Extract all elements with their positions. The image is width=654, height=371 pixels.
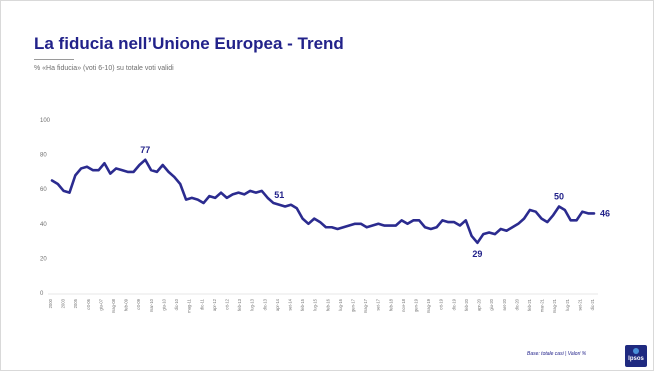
x-tick-label: ott-06 <box>86 298 91 309</box>
trend-series-line <box>50 158 596 245</box>
x-tick-label: dic-13 <box>262 298 267 310</box>
logo-text: Ipsos <box>628 356 644 362</box>
x-tick-label: feb-20 <box>464 298 469 311</box>
x-tick-label: dic-19 <box>451 298 456 310</box>
y-tick-label: 60 <box>40 187 47 193</box>
x-tick-label: ott-09 <box>136 298 141 309</box>
x-tick-label: gen-17 <box>351 298 356 312</box>
data-label: 51 <box>274 190 284 200</box>
x-tick-label: mag-17 <box>363 298 368 313</box>
x-tick-label: dic-11 <box>199 298 204 310</box>
data-label: 46 <box>600 208 610 218</box>
x-tick-label: dic-10 <box>174 298 179 310</box>
data-label: 77 <box>140 145 150 155</box>
y-tick-label: 80 <box>40 153 47 159</box>
x-tick-label: mar-10 <box>149 298 154 312</box>
x-tick-label: giu-20 <box>489 298 494 310</box>
data-label-layer: 77 51 29 50 46 <box>140 145 610 259</box>
x-tick-label: set-14 <box>287 298 292 310</box>
x-tick-label: feb-13 <box>237 298 242 311</box>
y-tick-label: 40 <box>40 222 47 228</box>
x-tick-label: feb-15 <box>300 298 305 311</box>
x-tick-label: lug-21 <box>565 298 570 310</box>
x-tick-label: nov-18 <box>401 298 406 311</box>
x-tick-label: 2000 <box>48 298 53 308</box>
x-axis: 2000 2003 2005 ott-06 giu-07 mag-08 feb-09 ott-… <box>48 298 595 313</box>
y-tick-label: 100 <box>40 118 51 124</box>
x-tick-label: feb-18 <box>388 298 393 311</box>
x-tick-label: feb-16 <box>325 298 330 311</box>
x-tick-label: lug-15 <box>313 298 318 310</box>
x-tick-label: giu-10 <box>161 298 166 310</box>
x-tick-label: set-17 <box>376 298 381 310</box>
x-tick-label: gen-19 <box>414 298 419 312</box>
y-axis: 0 20 40 60 80 100 <box>40 118 598 297</box>
x-tick-label: lug-16 <box>338 298 343 310</box>
base-note: Base: totale casi | Valori % <box>527 351 587 357</box>
x-tick-label: dic-21 <box>590 298 595 310</box>
series-layer <box>50 158 596 245</box>
x-tick-label: set-21 <box>577 298 582 310</box>
data-label: 29 <box>472 249 482 259</box>
x-tick-label: mag-11 <box>187 298 192 313</box>
x-tick-label: dic-20 <box>514 298 519 310</box>
x-tick-label: feb-21 <box>527 298 532 311</box>
x-tick-label: lug-13 <box>250 298 255 310</box>
x-tick-label: mag-21 <box>552 298 557 313</box>
chart-subtitle: % «Ha fiducia» (voti 6-10) su totale vot… <box>34 65 174 72</box>
y-tick-label: 0 <box>40 291 44 297</box>
x-tick-label: apr-12 <box>212 298 217 311</box>
x-tick-label: ott-19 <box>439 298 444 309</box>
x-tick-label: set-20 <box>502 298 507 310</box>
y-tick-label: 20 <box>40 256 47 262</box>
x-tick-label: 2005 <box>73 298 78 308</box>
title-divider <box>34 59 74 60</box>
logo-dot-icon <box>633 348 639 354</box>
x-tick-label: mar-21 <box>540 298 545 312</box>
x-tick-label: feb-09 <box>124 298 129 311</box>
x-tick-label: ott-12 <box>224 298 229 309</box>
x-tick-label: mag-08 <box>111 298 116 313</box>
ipsos-logo: Ipsos <box>625 345 647 367</box>
x-tick-label: giu-07 <box>98 298 103 310</box>
page-title: La fiducia nell’Unione Europea - Trend <box>34 34 344 53</box>
x-tick-label: apr-20 <box>477 298 482 311</box>
x-tick-label: apr-14 <box>275 298 280 311</box>
x-tick-label: mag-19 <box>426 298 431 313</box>
data-label: 50 <box>554 192 564 202</box>
x-tick-label: 2003 <box>61 298 66 308</box>
